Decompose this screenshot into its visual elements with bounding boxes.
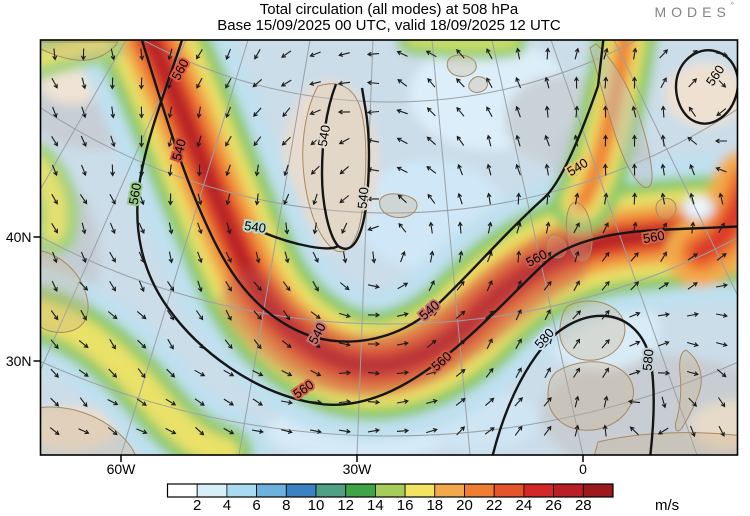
colorbar-cell (553, 483, 584, 498)
height-contours (136, 40, 738, 455)
modes-logo: MODES° (654, 1, 734, 20)
colorbar-tick-label: 18 (426, 497, 443, 514)
contour-540 (261, 83, 371, 250)
colorbar-cell (523, 483, 555, 498)
colorbar-tick-label: 8 (282, 497, 290, 514)
chart-subtitle: Base 15/09/2025 00 UTC, valid 18/09/2025… (217, 17, 561, 34)
contour-540 (140, 40, 605, 343)
wind-arrows (49, 47, 728, 438)
contour-label: 560 (642, 228, 666, 247)
x-axis-label: 30W (343, 461, 373, 477)
coastline (559, 300, 626, 361)
title-block: Total circulation (all modes) at 508 hPa… (39, 2, 739, 34)
coastline (302, 83, 367, 253)
logo-degree-mark: ° (730, 1, 734, 11)
contour-560 (674, 49, 738, 125)
colorbar-tick-label: 28 (575, 497, 592, 514)
colorbar-cell (196, 483, 228, 498)
contour-label: 580 (640, 348, 657, 371)
colorbar-cell (582, 483, 614, 498)
contour-580 (491, 314, 655, 455)
colorbar-cell (464, 483, 495, 498)
colorbar-border (166, 483, 614, 498)
colorbar-tick-label: 20 (456, 497, 473, 514)
colorbar-cell (404, 483, 436, 498)
colorbar-cell (315, 483, 347, 498)
colorbar-tick-label: 6 (252, 497, 260, 514)
y-axis-label: 30N (6, 353, 32, 369)
axis-ticks (33, 236, 584, 462)
coastline (655, 197, 677, 220)
chart-title: Total circulation (all modes) at 508 hPa (259, 1, 519, 18)
contour-560 (136, 40, 738, 406)
x-axis-label: 60W (107, 461, 137, 477)
colorbar: 2 4 6 8 10 12 14 16 18 20 22 24 26 28 m/s (166, 483, 679, 514)
coastline (379, 193, 418, 218)
colorbar-cell (167, 483, 198, 498)
colorbar-tick-label: 22 (486, 497, 503, 514)
coastline (594, 432, 738, 455)
colorbar-tick-label: 26 (545, 497, 562, 514)
contour-label: 540 (315, 124, 334, 148)
map-frame (39, 39, 739, 456)
coastline (446, 54, 477, 77)
y-axis-label: 40N (6, 229, 32, 245)
colorbar-unit: m/s (655, 497, 679, 514)
colorbar-cell (256, 483, 287, 498)
colorbar-tick-label: 12 (337, 497, 354, 514)
coastline (468, 76, 488, 93)
colorbar-cell (226, 483, 257, 498)
colorbar-cell (345, 483, 376, 498)
colorbar-cell (493, 483, 525, 498)
contour-label: 560 (126, 182, 145, 206)
colorbar-cell (374, 483, 406, 498)
x-axis-label: 0 (579, 461, 587, 477)
colorbar-tick-label: 14 (367, 497, 384, 514)
colorbar-cell (285, 483, 317, 498)
coastline (675, 349, 702, 432)
coastline (40, 41, 119, 61)
colorbar-tick-label: 4 (223, 497, 231, 514)
wind-speed-field (40, 40, 738, 455)
contour-label: 540 (355, 186, 372, 209)
colorbar-tick-label: 10 (308, 497, 325, 514)
colorbar-tick-label: 16 (397, 497, 414, 514)
colorbar-tick-label: 24 (516, 497, 533, 514)
contour-label: 540 (243, 218, 267, 236)
colorbar-tick-label: 2 (193, 497, 201, 514)
colorbar-cell (434, 483, 465, 498)
coastline (547, 361, 634, 431)
